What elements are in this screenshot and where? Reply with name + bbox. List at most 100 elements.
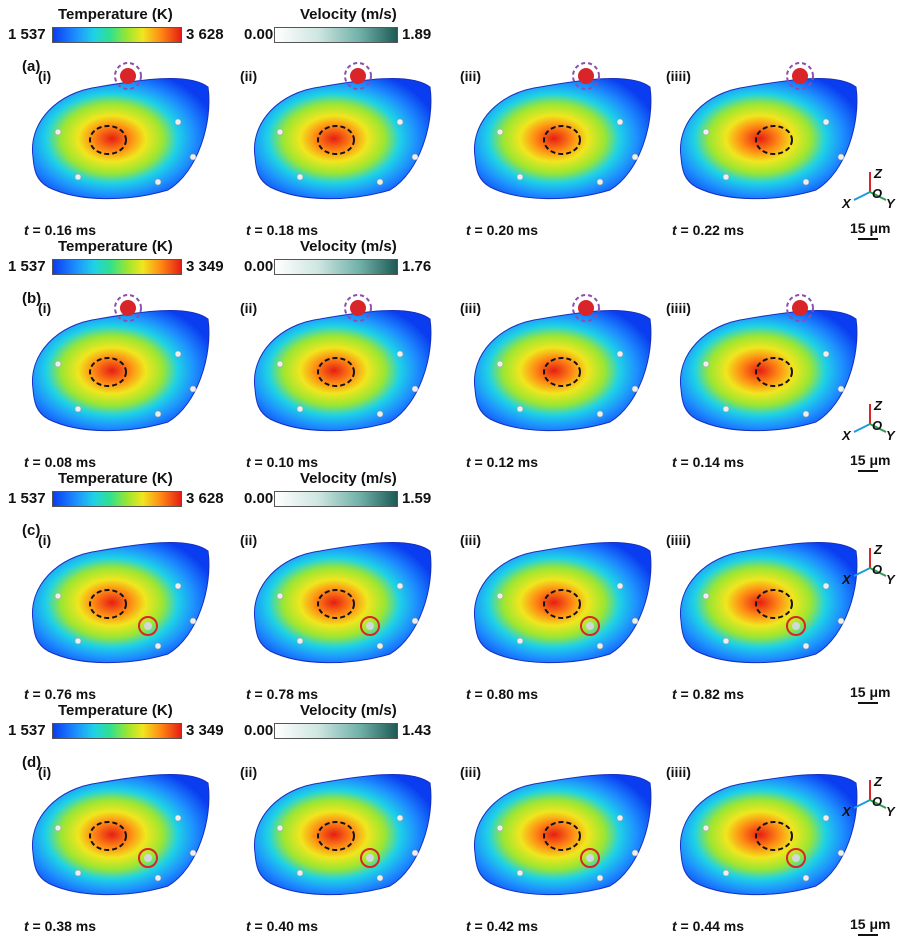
melt-pool-snapshot: [253, 62, 432, 200]
time-symbol: t: [466, 454, 471, 470]
melt-pool-snapshot: [679, 62, 858, 200]
subpanel-label: (iiii): [666, 532, 691, 548]
time-equals: =: [28, 686, 45, 702]
time-label: t = 0.82 ms: [672, 686, 744, 702]
velocity-colorbar: [274, 491, 398, 507]
axis-label-z: Z: [874, 166, 882, 181]
velocity-colorbar-title: Velocity (m/s): [300, 470, 397, 487]
melt-pool-snapshot: [31, 542, 210, 664]
scale-bar-label: 15 μm: [850, 220, 891, 236]
melt-pool-snapshot: [473, 774, 652, 896]
axis-label-x: X: [842, 804, 851, 819]
axis-label-x: X: [842, 196, 851, 211]
time-label: t = 0.42 ms: [466, 918, 538, 934]
temperature-colorbar-title: Temperature (K): [58, 6, 173, 23]
time-label: t = 0.22 ms: [672, 222, 744, 238]
time-equals: =: [250, 454, 267, 470]
time-equals: =: [250, 222, 267, 238]
time-equals: =: [250, 686, 267, 702]
time-equals: =: [470, 222, 487, 238]
time-symbol: t: [672, 686, 677, 702]
subpanel-label: (ii): [240, 68, 258, 84]
time-equals: =: [676, 918, 693, 934]
velocity-colorbar: [274, 723, 398, 739]
time-equals: =: [28, 222, 45, 238]
melt-pool-snapshot: [679, 774, 858, 896]
subpanel-label: (iii): [460, 532, 481, 548]
figure-row-d: Temperature (K) 1 537 3 349 Velocity (m/s) 0…: [0, 696, 908, 936]
scale-bar-label: 15 μm: [850, 684, 891, 700]
time-value: 0.76 ms: [44, 686, 97, 702]
axis-label-o: O: [872, 186, 883, 201]
temperature-colorbar-max: 3 628: [186, 26, 224, 43]
velocity-colorbar-title: Velocity (m/s): [300, 238, 397, 255]
time-symbol: t: [24, 454, 29, 470]
figure-row-c: Temperature (K) 1 537 3 628 Velocity (m/s) 0…: [0, 464, 908, 704]
scale-bar: [858, 238, 878, 240]
velocity-colorbar-min: 0.00: [244, 258, 274, 275]
time-symbol: t: [24, 918, 29, 934]
melt-pool-snapshot: [679, 294, 858, 432]
axis-label-y: Y: [886, 572, 895, 587]
time-value: 0.14 ms: [692, 454, 745, 470]
time-equals: =: [676, 686, 693, 702]
temperature-colorbar-min: 1 537: [8, 258, 46, 275]
temperature-colorbar-title: Temperature (K): [58, 702, 173, 719]
time-value: 0.10 ms: [266, 454, 319, 470]
time-label: t = 0.12 ms: [466, 454, 538, 470]
time-value: 0.08 ms: [44, 454, 97, 470]
subpanel-label: (iii): [460, 764, 481, 780]
time-label: t = 0.76 ms: [24, 686, 96, 702]
time-symbol: t: [466, 222, 471, 238]
time-value: 0.20 ms: [486, 222, 539, 238]
time-symbol: t: [24, 222, 29, 238]
subpanel-label: (i): [38, 532, 52, 548]
scale-bar: [858, 470, 878, 472]
time-value: 0.42 ms: [486, 918, 539, 934]
axes-arrows: [853, 780, 887, 809]
time-value: 0.78 ms: [266, 686, 319, 702]
time-symbol: t: [246, 918, 251, 934]
temperature-colorbar: [52, 259, 182, 275]
time-symbol: t: [24, 686, 29, 702]
time-symbol: t: [672, 918, 677, 934]
time-label: t = 0.16 ms: [24, 222, 96, 238]
melt-pool-snapshot: [473, 294, 652, 432]
time-value: 0.40 ms: [266, 918, 319, 934]
velocity-colorbar-max: 1.76: [402, 258, 432, 275]
velocity-colorbar-max: 1.43: [402, 722, 432, 739]
axis-label-o: O: [872, 562, 883, 577]
axis-label-y: Y: [886, 428, 895, 443]
time-label: t = 0.14 ms: [672, 454, 744, 470]
time-equals: =: [470, 918, 487, 934]
temperature-colorbar-max: 3 349: [186, 722, 224, 739]
time-equals: =: [470, 454, 487, 470]
subpanel-label: (ii): [240, 300, 258, 316]
temperature-colorbar-min: 1 537: [8, 26, 46, 43]
melt-pool-snapshot: [31, 62, 210, 200]
velocity-colorbar-min: 0.00: [244, 26, 274, 43]
time-symbol: t: [246, 686, 251, 702]
melt-pool-snapshot: [253, 774, 432, 896]
axes-arrows: [853, 404, 887, 433]
subpanel-label: (i): [38, 300, 52, 316]
melt-pool-snapshot: [31, 774, 210, 896]
time-value: 0.44 ms: [692, 918, 745, 934]
velocity-colorbar-min: 0.00: [244, 722, 274, 739]
velocity-colorbar-title: Velocity (m/s): [300, 6, 397, 23]
temperature-colorbar-min: 1 537: [8, 722, 46, 739]
temperature-colorbar: [52, 723, 182, 739]
time-label: t = 0.20 ms: [466, 222, 538, 238]
velocity-colorbar-title: Velocity (m/s): [300, 702, 397, 719]
figure-row-a: Temperature (K) 1 537 3 628 Velocity (m/s) 0…: [0, 0, 908, 240]
velocity-colorbar-max: 1.89: [402, 26, 432, 43]
axis-label-o: O: [872, 794, 883, 809]
subpanel-label: (i): [38, 68, 52, 84]
melt-pool-snapshot: [679, 542, 858, 664]
axes-arrows: [853, 172, 887, 201]
temperature-colorbar-min: 1 537: [8, 490, 46, 507]
time-label: t = 0.10 ms: [246, 454, 318, 470]
time-label: t = 0.80 ms: [466, 686, 538, 702]
